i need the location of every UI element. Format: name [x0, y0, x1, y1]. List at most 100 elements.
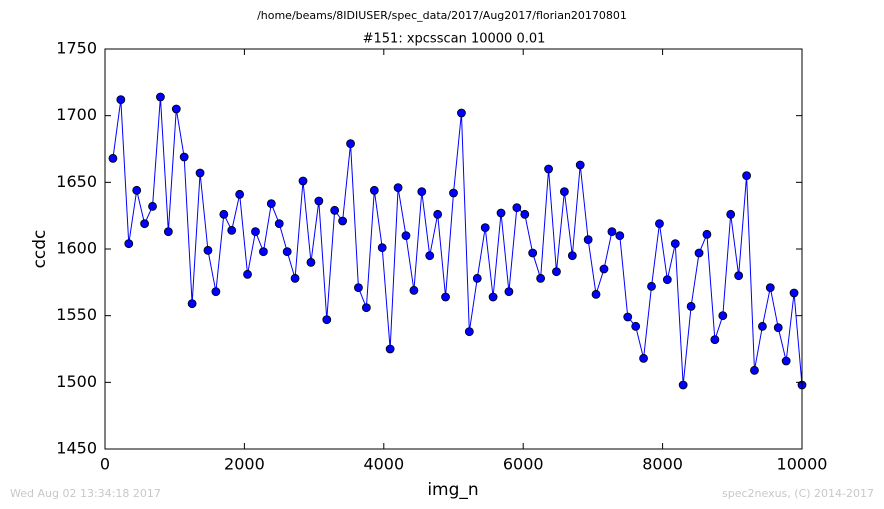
data-point	[306, 257, 316, 267]
chart-title: #151: xpcsscan 10000 0.01	[363, 32, 546, 47]
data-point	[235, 189, 245, 199]
x-tick-label: 10000	[777, 455, 828, 474]
data-point	[124, 239, 134, 249]
data-point	[393, 183, 403, 193]
data-point	[678, 380, 688, 390]
y-axis-label: ccdc	[30, 230, 50, 269]
data-point	[607, 227, 617, 237]
data-point	[219, 209, 229, 219]
y-tick-label: 1650	[56, 172, 97, 191]
data-point	[623, 312, 633, 322]
data-point	[655, 219, 664, 229]
data-point	[385, 344, 395, 354]
data-point	[259, 247, 268, 257]
data-point	[227, 225, 237, 235]
y-tick-label: 1500	[56, 372, 97, 391]
x-tick-label: 4000	[363, 455, 404, 474]
data-point	[615, 231, 625, 241]
data-point	[694, 248, 704, 258]
x-tick-label: 2000	[224, 455, 265, 474]
data-point	[417, 187, 427, 197]
data-point	[425, 251, 435, 261]
data-point	[409, 285, 419, 295]
x-tick-label: 6000	[503, 455, 544, 474]
data-point	[187, 299, 197, 309]
data-point	[742, 171, 751, 181]
y-tick-label: 1700	[56, 105, 97, 124]
data-point	[116, 95, 126, 105]
data-point	[750, 365, 759, 375]
data-point	[330, 205, 340, 215]
data-point	[171, 104, 181, 114]
data-point	[243, 269, 252, 279]
series-line	[112, 96, 803, 386]
footer-left: Wed Aug 02 13:34:18 2017	[10, 487, 161, 500]
x-tick-label: 8000	[642, 455, 683, 474]
data-point	[773, 323, 783, 333]
data-point	[567, 251, 577, 261]
data-point	[789, 288, 799, 298]
data-point	[686, 301, 696, 311]
data-point	[726, 209, 736, 219]
data-point	[457, 108, 466, 118]
data-point	[346, 139, 355, 149]
data-point	[488, 292, 498, 302]
data-point	[401, 231, 411, 241]
data-point	[536, 273, 546, 283]
data-point	[441, 292, 450, 302]
data-point	[251, 227, 260, 237]
data-point	[464, 327, 474, 337]
data-point	[195, 168, 205, 178]
plot-area	[108, 92, 807, 390]
data-point	[583, 235, 593, 245]
data-point	[670, 239, 680, 249]
data-point	[734, 271, 744, 281]
data-point	[472, 273, 482, 283]
data-point	[710, 335, 720, 345]
data-point	[156, 92, 165, 102]
y-tick-label: 1450	[56, 439, 97, 458]
data-point	[758, 321, 767, 331]
data-point	[591, 289, 601, 299]
data-point	[662, 275, 672, 285]
data-point	[781, 356, 791, 366]
data-point	[559, 187, 569, 197]
data-point	[647, 281, 656, 291]
suptitle: /home/beams/8IDIUSER/spec_data/2017/Aug2…	[257, 9, 627, 22]
y-tick-label: 1750	[56, 39, 97, 58]
data-point	[552, 267, 561, 277]
data-point	[639, 353, 648, 363]
data-point	[433, 209, 443, 219]
data-point	[338, 216, 348, 226]
data-point	[512, 203, 522, 213]
data-point	[377, 243, 387, 253]
data-point	[132, 185, 142, 195]
data-point	[449, 188, 458, 198]
data-point	[203, 245, 213, 255]
data-point	[163, 227, 173, 237]
data-point	[211, 287, 221, 297]
data-point	[575, 160, 585, 170]
data-point	[361, 303, 371, 313]
data-point	[266, 199, 276, 209]
data-point	[480, 223, 490, 233]
data-point	[140, 219, 149, 229]
data-point	[528, 248, 538, 258]
data-point	[148, 201, 157, 211]
data-point	[504, 287, 514, 297]
data-point	[274, 219, 284, 229]
data-point	[544, 164, 553, 174]
data-point	[520, 209, 530, 219]
y-tick-label: 1550	[56, 305, 97, 324]
data-point	[290, 273, 300, 283]
data-point	[314, 196, 324, 206]
data-point	[765, 283, 775, 293]
data-point	[179, 152, 189, 162]
footer-right: spec2nexus, (C) 2014-2017	[722, 487, 874, 500]
data-point	[369, 185, 379, 195]
y-tick-label: 1600	[56, 239, 97, 258]
data-point	[282, 247, 292, 257]
data-point	[718, 311, 728, 321]
